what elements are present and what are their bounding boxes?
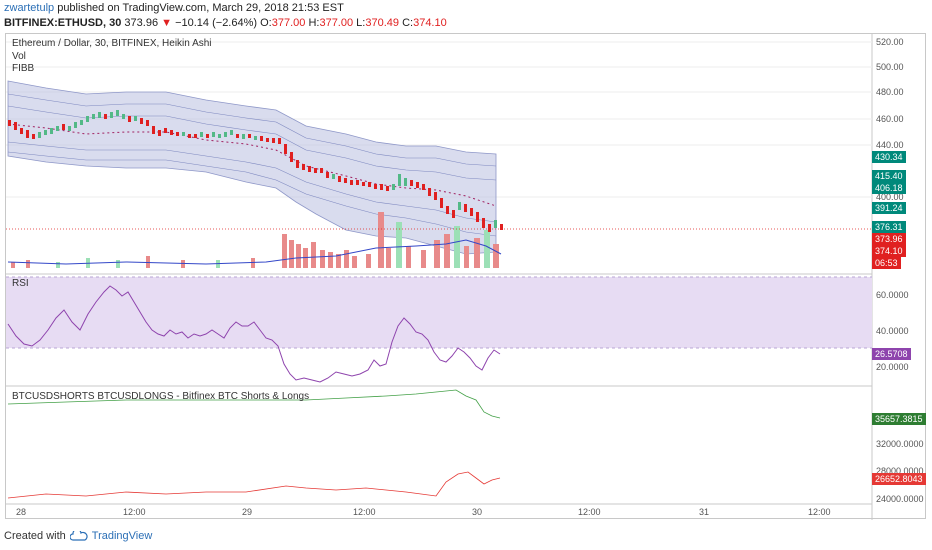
tag-fib-3: 406.18 bbox=[872, 182, 906, 194]
x-tick-6: 12:00 bbox=[578, 507, 601, 517]
x-axis: 28 12:00 29 12:00 30 12:00 31 12:00 bbox=[16, 507, 831, 517]
footer: Created with TradingView bbox=[4, 530, 152, 542]
tag-countdown: 06:53 bbox=[872, 257, 901, 269]
btc-tick-3: 24000.0000 bbox=[876, 494, 924, 504]
tag-btc-longs: 26652.8043 bbox=[872, 473, 926, 485]
price-change: −10.14 (−2.64%) bbox=[175, 17, 258, 29]
x-tick-4: 12:00 bbox=[353, 507, 376, 517]
tag-btc-shorts: 35657.3815 bbox=[872, 413, 926, 425]
low-label: L: bbox=[356, 17, 366, 29]
rsi-tick-1: 60.0000 bbox=[876, 290, 909, 300]
x-tick-5: 30 bbox=[472, 507, 482, 517]
x-tick-7: 31 bbox=[699, 507, 709, 517]
fibb-indicator-label[interactable]: FIBB bbox=[12, 63, 35, 74]
down-arrow-icon: ▼ bbox=[161, 17, 173, 29]
candles bbox=[8, 110, 503, 232]
main-pane[interactable]: 520.00 500.00 480.00 460.00 440.00 400.0… bbox=[6, 34, 904, 520]
vol-indicator-label[interactable]: Vol bbox=[12, 51, 26, 62]
last-price: 373.96 bbox=[124, 17, 159, 29]
symbol-label: BITFINEX:ETHUSD, 30 bbox=[4, 17, 122, 29]
tradingview-cloud-icon bbox=[69, 531, 88, 541]
x-tick-8: 12:00 bbox=[808, 507, 831, 517]
created-with-label: Created with bbox=[4, 530, 66, 542]
main-y-axis: 520.00 500.00 480.00 460.00 440.00 400.0… bbox=[876, 37, 904, 202]
header-line-2: BITFINEX:ETHUSD, 30 373.96 ▼ −10.14 (−2.… bbox=[4, 17, 447, 29]
rsi-band bbox=[6, 277, 872, 348]
rsi-line bbox=[7, 285, 501, 383]
y-tick-2: 500.00 bbox=[876, 62, 904, 72]
chart-area[interactable]: 520.00 500.00 480.00 460.00 440.00 400.0… bbox=[5, 33, 927, 520]
btc-y-axis: 32000.0000 28000.0000 24000.0000 bbox=[876, 439, 924, 504]
btc-tick-1: 32000.0000 bbox=[876, 439, 924, 449]
open-value: 377.00 bbox=[271, 17, 306, 29]
y-tick-6: 400.00 bbox=[876, 192, 904, 202]
rsi-tick-3: 20.0000 bbox=[876, 362, 909, 372]
x-tick-3: 29 bbox=[242, 507, 252, 517]
tag-fib-upper: 430.34 bbox=[872, 151, 906, 163]
x-tick-2: 12:00 bbox=[123, 507, 146, 517]
y-tick-5: 440.00 bbox=[876, 140, 904, 150]
volume-ma bbox=[7, 239, 502, 265]
header-line-1: zwartetulp published on TradingView.com,… bbox=[4, 2, 344, 14]
volume-bars bbox=[11, 212, 499, 268]
btc-shorts-line bbox=[7, 389, 501, 419]
rsi-y-axis: 60.0000 40.0000 20.0000 bbox=[876, 290, 909, 372]
fib-band bbox=[7, 80, 497, 255]
high-value: 377.00 bbox=[319, 17, 354, 29]
y-tick-4: 460.00 bbox=[876, 114, 904, 124]
rsi-pane[interactable]: 60.0000 40.0000 20.0000 bbox=[6, 276, 909, 387]
btc-pane-title[interactable]: BTCUSDSHORTS BTCUSDLONGS - Bitfinex BTC … bbox=[12, 391, 310, 402]
tag-close-price: 374.10 bbox=[872, 245, 906, 257]
tag-fib-2: 415.40 bbox=[872, 170, 906, 182]
open-label: O: bbox=[260, 17, 272, 29]
published-text: published on TradingView.com, March 29, … bbox=[54, 2, 344, 14]
y-tick-3: 480.00 bbox=[876, 87, 904, 97]
tag-last-price: 373.96 bbox=[872, 233, 906, 245]
btc-tick-2: 28000.0000 bbox=[876, 466, 924, 476]
author-link[interactable]: zwartetulp bbox=[4, 2, 55, 14]
btc-longs-line bbox=[7, 471, 501, 499]
tradingview-brand-link[interactable]: TradingView bbox=[91, 530, 153, 542]
x-tick-1: 28 bbox=[16, 507, 26, 517]
main-pane-title: Ethereum / Dollar, 30, BITFINEX, Heikin … bbox=[12, 38, 212, 49]
high-label: H: bbox=[308, 17, 320, 29]
btc-pane[interactable]: 32000.0000 28000.0000 24000.0000 bbox=[6, 389, 924, 505]
chart-svg[interactable]: 520.00 500.00 480.00 460.00 440.00 400.0… bbox=[6, 34, 927, 520]
fib-basis bbox=[7, 123, 497, 207]
rsi-tick-2: 40.0000 bbox=[876, 326, 909, 336]
rsi-pane-title[interactable]: RSI bbox=[12, 278, 29, 289]
tag-fib-4: 391.24 bbox=[872, 202, 906, 214]
close-value: 374.10 bbox=[413, 17, 447, 29]
tag-rsi: 26.5708 bbox=[872, 348, 911, 360]
low-value: 370.49 bbox=[365, 17, 400, 29]
close-label: C: bbox=[402, 17, 414, 29]
tag-fib-5: 376.31 bbox=[872, 221, 906, 233]
y-tick-1: 520.00 bbox=[876, 37, 904, 47]
